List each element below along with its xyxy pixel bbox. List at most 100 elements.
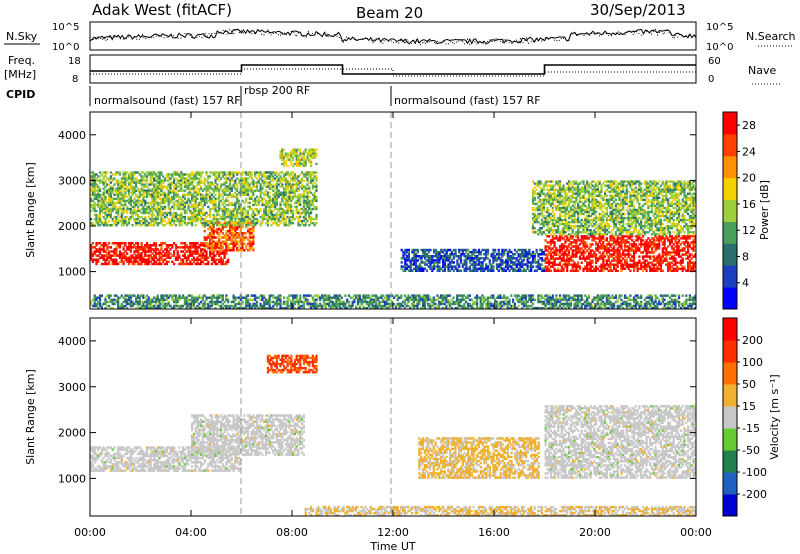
heatmap-cell	[167, 189, 170, 192]
heatmap-cell	[219, 246, 223, 250]
heatmap-cell	[250, 191, 253, 194]
heatmap-cell	[248, 183, 251, 186]
heatmap-cell	[131, 177, 134, 180]
heatmap-cell	[104, 181, 107, 184]
heatmap-cell	[567, 182, 571, 185]
heatmap-cell	[196, 250, 199, 253]
heatmap-cell	[189, 211, 192, 215]
heatmap-cell	[274, 201, 277, 205]
heatmap-cell	[91, 173, 94, 176]
heatmap-cell	[284, 171, 287, 174]
heatmap-cell	[100, 179, 103, 182]
heatmap-cell	[174, 187, 177, 190]
heatmap-cell	[275, 175, 278, 178]
heatmap-cell	[178, 215, 181, 219]
heatmap-cell	[93, 183, 96, 186]
heatmap-cell	[254, 181, 257, 184]
beam-label: Beam 20	[356, 4, 423, 22]
heatmap-cell	[167, 219, 170, 223]
heatmap-cell	[113, 201, 116, 205]
heatmap-cell	[149, 222, 152, 225]
heatmap-cell	[212, 246, 215, 249]
heatmap-cell	[201, 171, 204, 174]
heatmap-cell	[185, 201, 188, 205]
heatmap-cell	[665, 259, 668, 262]
heatmap-cell	[277, 195, 280, 198]
heatmap-cell	[111, 217, 114, 221]
heatmap-cell	[286, 154, 289, 157]
heatmap-cell	[129, 177, 132, 180]
cpid-label: CPID	[6, 88, 35, 101]
heatmap-cell	[183, 256, 186, 259]
heatmap-cell	[158, 211, 161, 215]
heatmap-cell	[203, 244, 206, 248]
heatmap-cell	[281, 171, 284, 174]
heatmap-cell	[237, 205, 241, 209]
heatmap-cell	[104, 224, 107, 227]
heatmap-cell	[109, 197, 112, 200]
heatmap-cell	[546, 253, 549, 256]
heatmap-cell	[230, 177, 233, 180]
heatmap-cell	[91, 185, 94, 188]
heatmap-cell	[214, 249, 217, 252]
heatmap-cell	[122, 205, 125, 209]
heatmap-cell	[255, 185, 259, 188]
heatmap-cell	[310, 203, 313, 207]
heatmap-cell	[189, 217, 192, 221]
heatmap-cell	[209, 238, 212, 241]
heatmap-cell	[209, 232, 212, 235]
heatmap-cell	[313, 148, 316, 151]
heatmap-cell	[245, 236, 248, 239]
heatmap-cell	[90, 256, 93, 259]
heatmap-cell	[156, 209, 159, 213]
heatmap-cell	[246, 177, 250, 180]
heatmap-cell	[286, 191, 289, 194]
heatmap-cell	[183, 207, 186, 211]
heatmap-cell	[120, 258, 123, 261]
heatmap-cell	[198, 217, 201, 221]
heatmap-cell	[138, 181, 141, 184]
heatmap-cell	[117, 195, 120, 198]
heatmap-cell	[104, 244, 107, 247]
heatmap-cell	[299, 185, 302, 188]
heatmap-cell	[301, 211, 304, 215]
heatmap-cell	[169, 244, 172, 247]
heatmap-cell	[252, 213, 255, 217]
heatmap-cell	[163, 177, 167, 180]
heatmap-cell	[91, 203, 94, 207]
heatmap-cell	[91, 242, 94, 245]
heatmap-cell	[557, 267, 560, 270]
freq-panel: Freq. [MHz] 18 8 60 0 Nave	[4, 54, 780, 85]
heatmap-cell	[180, 173, 183, 176]
heatmap-cell	[124, 193, 127, 196]
heatmap-cell	[209, 183, 212, 186]
heatmap-cell	[104, 242, 107, 245]
heatmap-cell	[136, 260, 140, 264]
heatmap-cell	[153, 199, 156, 203]
heatmap-cell	[225, 246, 228, 249]
heatmap-cell	[237, 232, 241, 235]
heatmap-cell	[124, 177, 127, 180]
heatmap-cell	[99, 209, 102, 213]
heatmap-cell	[223, 213, 226, 217]
heatmap-cell	[174, 193, 177, 196]
heatmap-cell	[200, 173, 203, 176]
heatmap-cell	[283, 193, 286, 196]
heatmap-cell	[176, 181, 179, 184]
heatmap-cell	[236, 197, 239, 200]
heatmap-cell	[104, 217, 107, 221]
heatmap-cell	[115, 187, 118, 190]
heatmap-cell	[135, 213, 138, 217]
heatmap-cell	[245, 181, 248, 184]
heatmap-cell	[297, 158, 300, 161]
heatmap-cell	[210, 199, 213, 203]
heatmap-cell	[308, 181, 311, 184]
heatmap-cell	[120, 191, 123, 194]
heatmap-cell	[313, 199, 316, 203]
heatmap-cell	[225, 236, 228, 239]
noise-left-tick-top: 10^5	[52, 22, 79, 33]
heatmap-cell	[136, 215, 140, 219]
heatmap-cell	[187, 248, 190, 251]
heatmap-cell	[212, 191, 215, 194]
heatmap-cell	[147, 211, 150, 215]
